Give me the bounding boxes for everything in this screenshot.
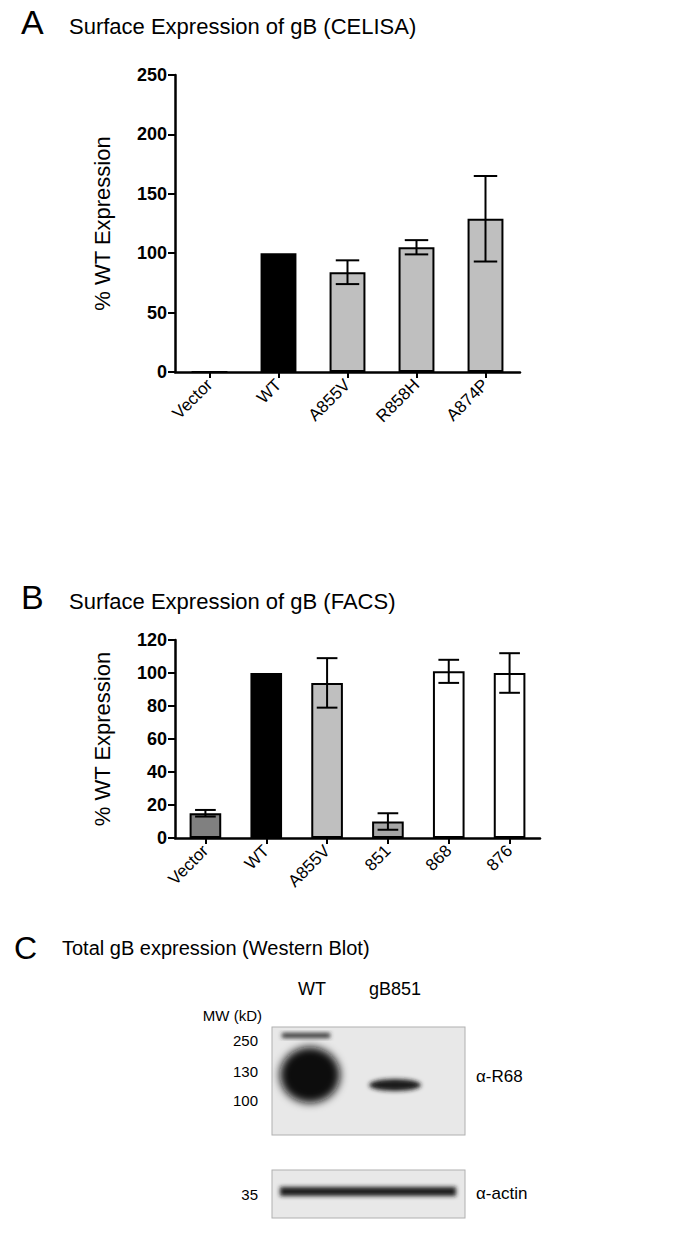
- svg-text:Total gB expression (Western B: Total gB expression (Western Blot): [62, 937, 370, 959]
- svg-text:876: 876: [483, 841, 516, 874]
- svg-text:% WT Expression: % WT Expression: [90, 652, 115, 826]
- svg-text:150: 150: [137, 184, 167, 204]
- svg-text:868: 868: [422, 841, 455, 874]
- svg-text:250: 250: [233, 1032, 258, 1049]
- svg-text:200: 200: [137, 124, 167, 144]
- svg-text:WT: WT: [241, 841, 273, 873]
- svg-text:B: B: [21, 578, 44, 616]
- svg-text:A: A: [21, 3, 44, 41]
- svg-text:35: 35: [241, 1186, 258, 1203]
- svg-text:Surface Expression of gB (FACS: Surface Expression of gB (FACS): [69, 589, 395, 614]
- svg-text:100: 100: [137, 663, 167, 683]
- svg-text:α-actin: α-actin: [476, 1184, 527, 1203]
- svg-text:100: 100: [233, 1092, 258, 1109]
- svg-text:0: 0: [157, 828, 167, 848]
- svg-text:gB851: gB851: [369, 979, 421, 999]
- svg-text:C: C: [14, 930, 37, 966]
- svg-text:250: 250: [137, 65, 167, 85]
- svg-text:851: 851: [361, 841, 394, 874]
- svg-text:20: 20: [147, 795, 167, 815]
- svg-text:40: 40: [147, 762, 167, 782]
- svg-text:Vector: Vector: [169, 375, 217, 423]
- svg-text:% WT Expression: % WT Expression: [90, 136, 115, 310]
- svg-text:R858H: R858H: [372, 375, 423, 426]
- svg-text:A855V: A855V: [284, 841, 334, 891]
- svg-text:60: 60: [147, 729, 167, 749]
- svg-text:α-R68: α-R68: [476, 1067, 523, 1086]
- svg-text:80: 80: [147, 696, 167, 716]
- svg-text:WT: WT: [298, 979, 326, 999]
- svg-text:50: 50: [147, 303, 167, 323]
- svg-text:Surface Expression of gB (CELI: Surface Expression of gB (CELISA): [69, 14, 416, 39]
- svg-text:0: 0: [157, 362, 167, 382]
- svg-text:A874P: A874P: [443, 375, 492, 424]
- svg-text:WT: WT: [253, 375, 285, 407]
- svg-text:A855V: A855V: [305, 375, 355, 425]
- svg-text:120: 120: [137, 630, 167, 650]
- svg-text:130: 130: [233, 1063, 258, 1080]
- svg-text:100: 100: [137, 243, 167, 263]
- svg-text:MW (kD): MW (kD): [203, 1007, 262, 1024]
- svg-text:Vector: Vector: [165, 841, 213, 889]
